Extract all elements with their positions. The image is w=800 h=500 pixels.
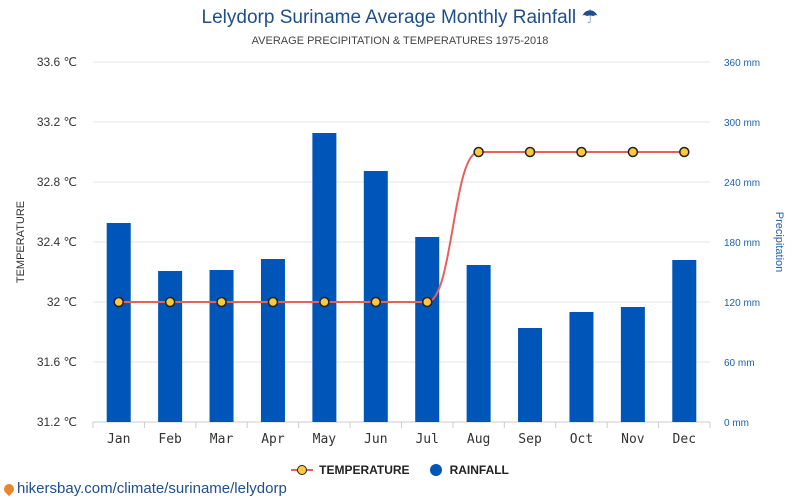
chart-title: Lelydorp Suriname Average Monthly Rainfa… bbox=[201, 7, 599, 28]
x-tick-label: Mar bbox=[210, 432, 234, 447]
rainfall-bar bbox=[312, 133, 337, 422]
rainfall-bar bbox=[415, 237, 440, 422]
legend-label-temperature: TEMPERATURE bbox=[319, 463, 410, 477]
y-tick-label-left: 33.2 ℃ bbox=[37, 115, 77, 129]
temperature-point bbox=[216, 296, 227, 308]
temperature-point bbox=[473, 146, 484, 158]
temperature-point bbox=[524, 146, 536, 158]
rainfall-bar bbox=[209, 270, 234, 422]
rainfall-bar bbox=[518, 328, 543, 422]
temperature-point bbox=[421, 296, 433, 308]
rainfall-bar bbox=[260, 259, 285, 422]
legend-item-rainfall[interactable]: RAINFALL bbox=[429, 463, 509, 477]
y-tick-label-left: 31.2 ℃ bbox=[37, 415, 77, 429]
temperature-point bbox=[370, 296, 382, 308]
y-tick-label-left: 32.8 ℃ bbox=[37, 175, 77, 189]
y-axis-title-right: Precipitation bbox=[773, 212, 785, 273]
x-tick-label: Aug bbox=[467, 432, 490, 447]
y-tick-label-left: 33.6 ℃ bbox=[37, 55, 77, 69]
x-tick-label: Dec bbox=[673, 432, 696, 447]
y-tick-label-right: 360 mm bbox=[724, 58, 760, 69]
y-tick-label-right: 60 mm bbox=[724, 358, 755, 369]
y-tick-label-left: 32 ℃ bbox=[47, 295, 77, 309]
rainfall-bar bbox=[466, 265, 491, 422]
rainfall-dot-icon bbox=[429, 464, 442, 476]
rainfall-bar bbox=[106, 223, 131, 422]
y-tick-label-right: 0 mm bbox=[724, 418, 749, 429]
legend-label-rainfall: RAINFALL bbox=[449, 463, 509, 477]
x-tick-label: Nov bbox=[621, 432, 645, 447]
x-tick-label: Oct bbox=[570, 432, 593, 447]
y-tick-label-left: 31.6 ℃ bbox=[37, 355, 77, 369]
y-tick-label-right: 180 mm bbox=[724, 238, 760, 249]
y-tick-label-left: 32.4 ℃ bbox=[37, 235, 77, 249]
temperature-point bbox=[267, 296, 279, 308]
x-tick-label: Apr bbox=[261, 432, 285, 447]
rainfall-bar bbox=[672, 260, 697, 422]
y-tick-label-right: 240 mm bbox=[724, 178, 760, 189]
rainfall-bar bbox=[569, 312, 594, 422]
rainfall-bar bbox=[620, 307, 645, 422]
y-tick-label-right: 300 mm bbox=[724, 118, 760, 129]
location-pin-icon bbox=[1, 481, 17, 496]
temperature-point bbox=[319, 296, 330, 308]
source-link[interactable]: hikersbay.com/climate/suriname/lelydorp bbox=[1, 480, 287, 497]
temperature-point bbox=[164, 296, 176, 308]
y-axis-title-left: TEMPERATURE bbox=[15, 201, 27, 283]
temperature-line-icon bbox=[291, 464, 314, 476]
chart-subtitle: AVERAGE PRECIPITATION & TEMPERATURES 197… bbox=[251, 35, 549, 47]
x-tick-label: Jul bbox=[415, 432, 438, 447]
rainfall-bar bbox=[158, 271, 183, 422]
temperature-point bbox=[627, 146, 639, 158]
x-tick-label: Feb bbox=[158, 432, 182, 447]
x-tick-label: Jan bbox=[107, 432, 130, 447]
y-tick-label-right: 120 mm bbox=[724, 298, 760, 309]
x-tick-label: May bbox=[313, 432, 337, 447]
x-tick-label: Sep bbox=[518, 432, 542, 447]
chart-legend: TEMPERATURE RAINFALL bbox=[0, 463, 800, 477]
temperature-line bbox=[118, 151, 685, 303]
source-link-text: hikersbay.com/climate/suriname/lelydorp bbox=[17, 480, 287, 497]
rainfall-bar bbox=[363, 171, 388, 422]
temperature-point bbox=[576, 146, 587, 158]
legend-item-temperature[interactable]: TEMPERATURE bbox=[291, 463, 410, 477]
temperature-point bbox=[679, 146, 690, 158]
temperature-point bbox=[113, 296, 124, 308]
x-tick-label: Jun bbox=[364, 432, 387, 447]
